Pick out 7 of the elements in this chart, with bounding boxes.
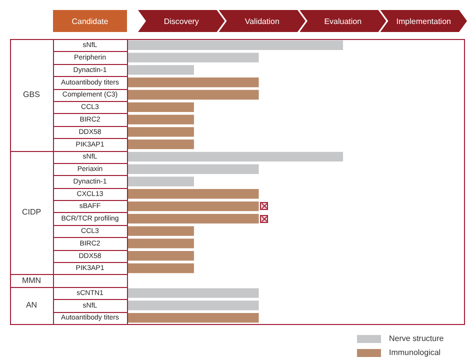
text: Candidate: [53, 10, 127, 32]
text: GBS: [23, 90, 40, 99]
text: CIDP: [22, 208, 42, 217]
legend-label: Immunological: [389, 348, 441, 357]
legend-label: Nerve structure: [389, 334, 444, 343]
text: MMN: [22, 276, 42, 285]
text: AN: [26, 300, 38, 310]
